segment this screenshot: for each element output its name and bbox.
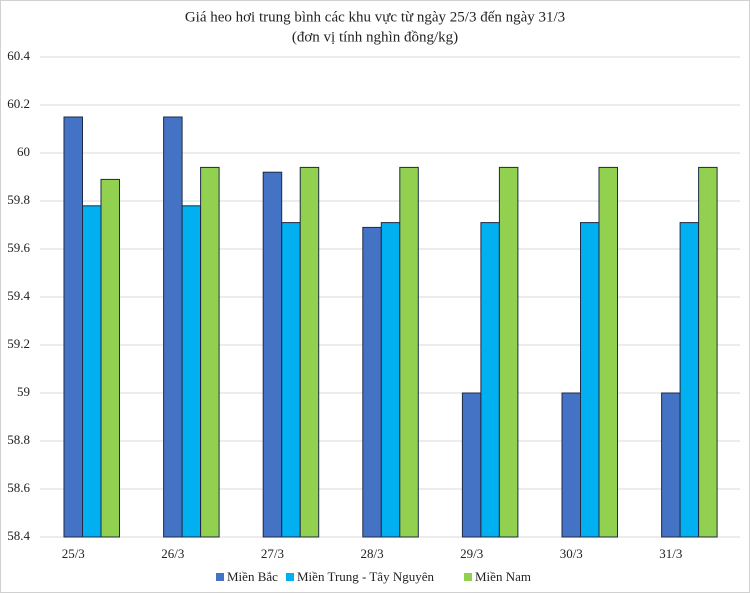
y-tick-label: 60 — [17, 144, 30, 159]
y-tick-label: 59.4 — [7, 288, 30, 303]
bar — [498, 166, 519, 538]
x-tick-label: 28/3 — [360, 546, 383, 561]
bar — [598, 166, 618, 538]
bar — [163, 116, 183, 538]
x-tick-label: 31/3 — [659, 546, 682, 561]
y-tick-label: 58.6 — [7, 480, 30, 495]
legend-swatch — [464, 573, 472, 581]
y-tick-label: 59.2 — [7, 336, 30, 351]
bar — [698, 166, 718, 538]
y-tick-label: 58.8 — [7, 432, 30, 447]
bar — [299, 166, 320, 538]
legend-label: Miền Bắc — [227, 569, 278, 584]
bar — [100, 178, 120, 538]
bar — [181, 205, 202, 538]
y-tick-label: 59 — [17, 384, 30, 399]
y-tick-label: 58.4 — [7, 528, 30, 543]
y-tick-label: 59.8 — [7, 192, 30, 207]
bar — [262, 171, 283, 538]
x-tick-label: 30/3 — [560, 546, 583, 561]
x-tick-label: 25/3 — [62, 546, 85, 561]
bar — [82, 205, 102, 538]
bar — [461, 392, 482, 538]
x-tick-label: 29/3 — [460, 546, 483, 561]
bar — [561, 392, 581, 538]
x-tick-label: 27/3 — [261, 546, 284, 561]
bar — [63, 116, 83, 538]
y-tick-label: 59.6 — [7, 240, 30, 255]
bar — [362, 226, 382, 538]
y-tick-label: 60.4 — [7, 48, 30, 63]
bar — [399, 166, 419, 538]
bar — [679, 222, 700, 538]
bar — [580, 222, 600, 538]
bar — [661, 392, 681, 538]
legend-label: Miền Nam — [475, 569, 531, 584]
bar — [480, 222, 500, 538]
legend-label: Miền Trung - Tây Nguyên — [297, 569, 434, 584]
y-tick-label: 60.2 — [7, 96, 30, 111]
x-tick-label: 26/3 — [161, 546, 184, 561]
legend-swatch — [286, 573, 294, 581]
bar — [380, 222, 401, 538]
bar — [200, 166, 220, 538]
legend-swatch — [216, 573, 224, 581]
bar — [281, 222, 301, 538]
chart-title: Giá heo hơi trung bình các khu vực từ ng… — [185, 9, 565, 25]
chart-subtitle: (đơn vị tính nghìn đồng/kg) — [292, 29, 458, 45]
